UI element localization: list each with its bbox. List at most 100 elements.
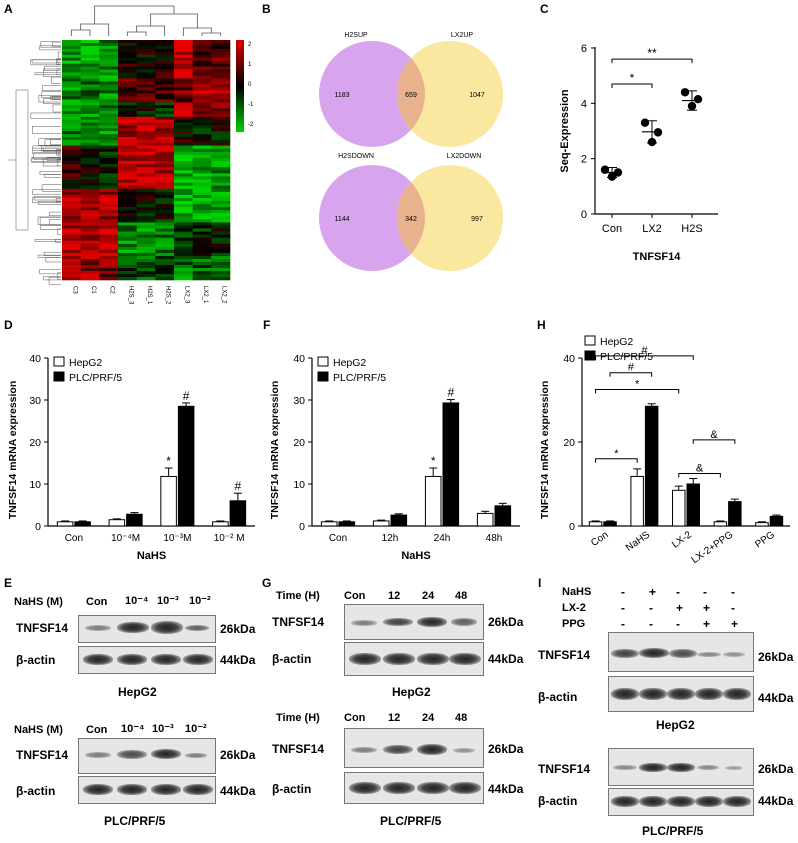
heatmap-cell [136,176,156,180]
heatmap-cell [118,274,137,278]
significance-mark: * [166,454,171,468]
heatmap-cell [192,170,212,174]
heatmap-cell [62,122,81,126]
heatmap-cell [62,60,81,64]
y-tick-label: 0 [299,521,305,533]
data-point [607,172,617,181]
x-tick-label: PPG [753,529,777,550]
heatmap-cell [155,222,175,226]
heatmap-cell [62,268,81,272]
heatmap-cell [136,274,156,278]
dendro-row-link [48,211,61,216]
heatmap-cell [62,125,81,129]
heatmap-cell [136,234,156,238]
heatmap-cell [80,240,100,245]
heatmap-cell [99,72,119,76]
heatmap-cell [118,108,137,112]
heatmap-cell [174,57,193,61]
heatmap-cell [99,188,119,193]
y-tick-label: 30 [293,395,305,407]
heatmap-cell [136,188,156,193]
heatmap-cell [192,84,212,88]
heatmap-cell [62,249,81,254]
heatmap-cell [174,105,193,109]
heatmap-cell [155,228,175,232]
heatmap-cell [136,134,156,138]
y-tick-label: 20 [563,437,575,449]
mrna-chart-f: 0 10 20 30 40 TNFSF14 mRNA expression Con 12h 24… [269,353,520,562]
heatmap-cell [174,246,193,251]
dendro-row-link [37,216,61,225]
bar [713,521,728,527]
heatmap-cell [174,225,193,229]
x-axis-title: TNFSF14 [633,251,682,263]
heatmap-cell [99,246,119,251]
heatmap-cell [192,191,212,196]
heatmap-cell [118,252,137,257]
heatmap-cell [174,108,193,112]
heatmap-sample-label: LX2_3 [183,286,189,304]
heatmap-cell [80,157,100,162]
heatmap-cell [211,182,231,187]
venn-up-left-count: 1183 [334,92,349,99]
heatmap-cell [211,204,231,208]
heatmap-cell [174,134,193,138]
heatmap-cell [136,259,156,263]
heatmap-cell [80,176,100,180]
heatmap-cell [211,249,231,254]
y-tick-label: 0 [569,521,575,533]
heatmap-cell [136,243,156,248]
panel-letter-g: G [262,576,272,590]
heatmap-cell [155,51,175,56]
heatmap-cell [62,237,81,242]
bar [160,475,177,527]
heatmap-cell [136,78,156,82]
heatmap-cell [211,87,231,91]
blot-i-top-actin-kda: 44kDa [758,691,794,705]
heatmap-cell [62,87,81,91]
heatmap-cell [118,154,137,159]
heatmap-cell [99,207,119,211]
dendro-row-link [30,59,61,66]
heatmap-sample-label: C1 [90,286,96,294]
heatmap-cell [118,210,137,214]
heatmap-cell [211,125,231,129]
heatmap-cell [155,265,175,269]
heatmap-cell [62,252,81,257]
heatmap-cell [192,219,212,223]
heatmap-cell [192,145,212,149]
heatmap-cell [155,66,175,70]
heatmap-cell [118,40,137,44]
heatmap-cell [118,57,137,61]
heatmap-scale-tick: -2 [248,122,254,128]
blot-g-bot-tnfsf14 [344,728,484,768]
mrna-chart-d-panel: 0 10 20 30 40 TNFSF14 mRNA expression Con 10⁻⁴M… [0,318,262,570]
heatmap-cell [80,145,100,149]
dendro-row-link [40,41,61,48]
heatmap-cell [211,228,231,232]
heatmap-cell [192,63,212,67]
heatmap-cell [80,271,100,275]
heatmap-cell [136,240,156,245]
heatmap-cell [118,60,137,64]
heatmap-cell [192,234,212,238]
heatmap-cell [80,151,100,156]
heatmap-cell [211,164,231,168]
heatmap-cell [118,125,137,129]
heatmap-cell [62,243,81,248]
blot-g-top-tnfsf14 [344,604,484,640]
heatmap-cell [62,131,81,135]
heatmap-cell [99,210,119,214]
blot-e-bot-actin-kda: 44kDa [220,784,256,798]
blot-e-bot-tnfsf14 [78,738,216,774]
heatmap-panel: C3 C1 C2 H2S_3 H2S_1 H2S_2 LX2_3 LX2_1 LX2_2 2 1 0 -… [0,0,260,310]
heatmap-cell [192,78,212,82]
heatmap-cell [174,128,193,132]
dendro-row-link [43,276,61,281]
heatmap-cell [99,151,119,156]
heatmap-cell [118,262,137,266]
heatmap-cell [155,225,175,229]
heatmap-cell [80,42,100,47]
heatmap-cell [118,102,137,106]
heatmap-cell [62,246,81,251]
